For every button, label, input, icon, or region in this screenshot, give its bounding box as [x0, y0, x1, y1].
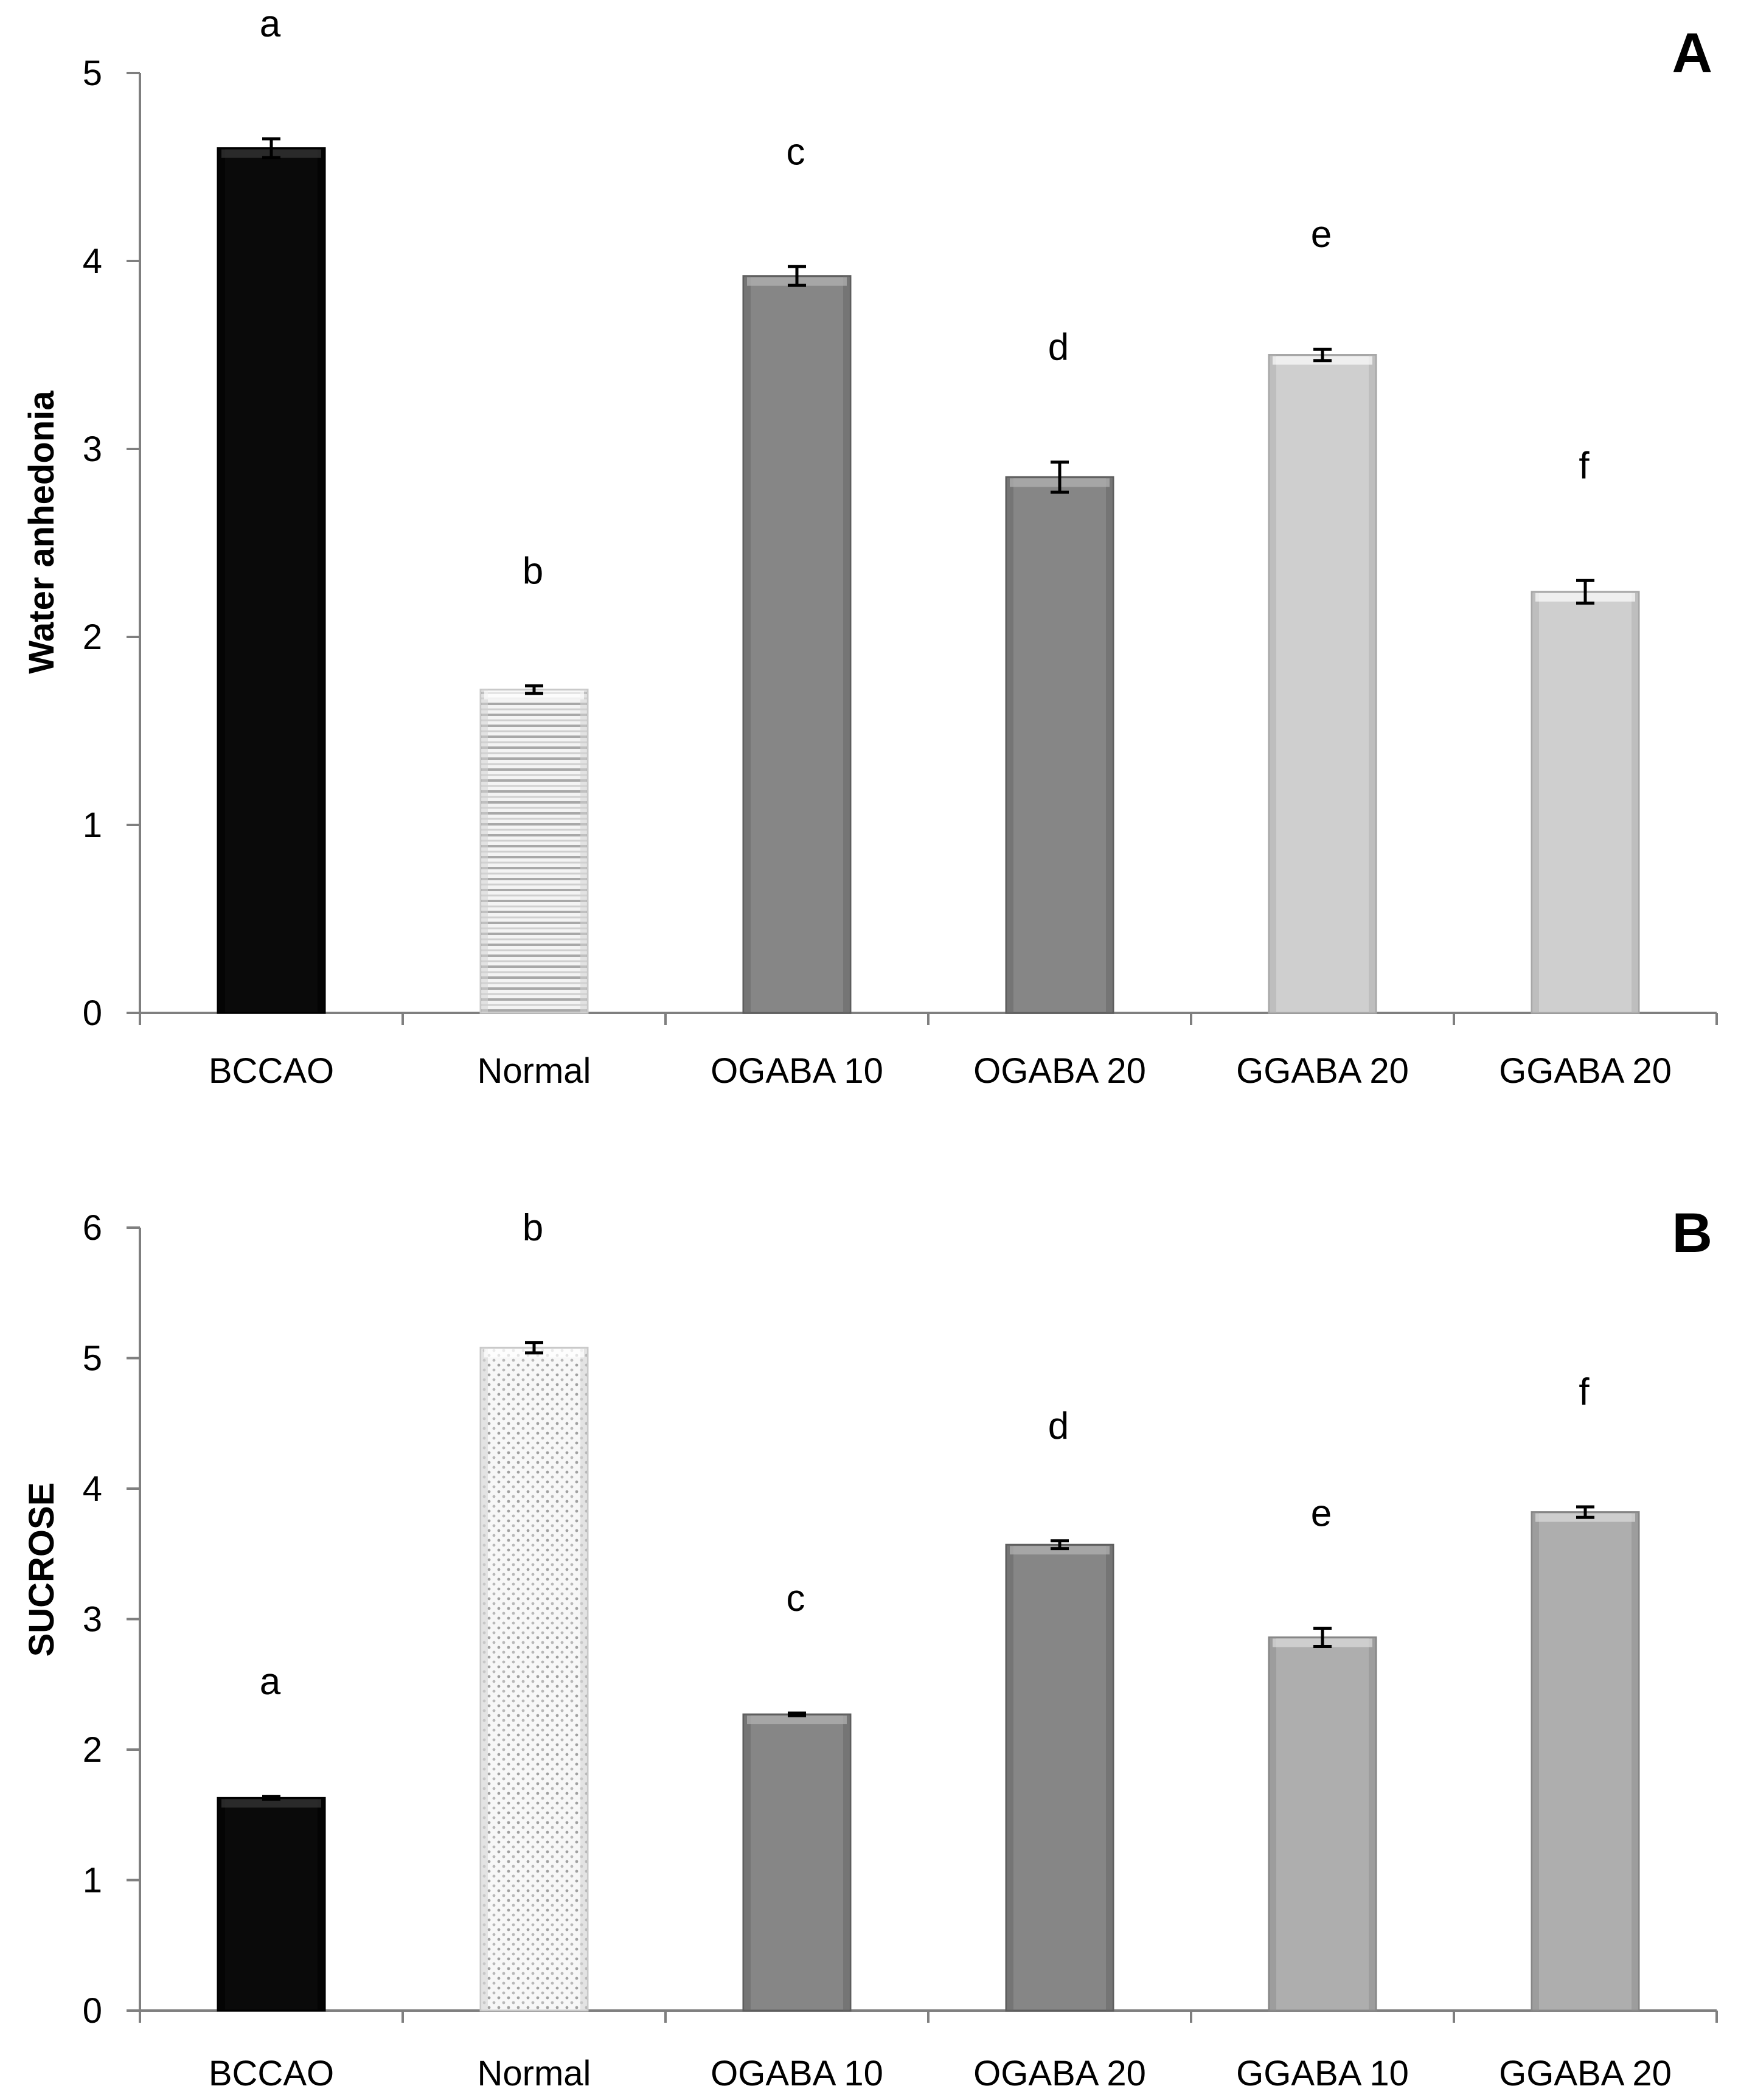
bar-bevel-left	[482, 1347, 488, 2011]
bar-bevel-right	[1632, 1512, 1638, 2011]
bar-b-6	[1531, 1511, 1640, 2012]
bar-bevel-right	[1369, 355, 1375, 1013]
significance-letter-a-2: b	[523, 550, 543, 592]
y-tick-label: 4	[83, 242, 102, 281]
bar-bevel-right	[843, 276, 849, 1013]
bar-a-1	[217, 147, 326, 1014]
panel-a-chart: A Water anhedonia 0 1 2 3 4 5 a BCCAO b Normal c OG…	[22, 3, 1718, 1091]
significance-letter-a-1: a	[260, 3, 281, 45]
panel-b-chart: B SUCROSE 0 1 2 3 4 5 6 a BCCAO b Normal c OGABA 10 d…	[22, 1202, 1718, 2093]
y-tick-label: 6	[83, 1208, 102, 1248]
bar-bevel-left	[219, 148, 225, 1013]
bar-bevel-top	[747, 1716, 847, 1725]
panel-b-letter: B	[1672, 1202, 1712, 1264]
bar-b-5	[1268, 1636, 1377, 2012]
significance-letter-b-4: d	[1048, 1405, 1069, 1447]
bar-bevel-right	[1106, 1545, 1112, 2011]
significance-letter-a-3: c	[787, 131, 805, 173]
y-tick-label: 5	[83, 54, 102, 93]
category-label-b-3: OGABA 10	[711, 2054, 883, 2093]
category-label-a-1: BCCAO	[209, 1051, 334, 1091]
bar-bevel-left	[219, 1798, 225, 2011]
bar-bevel-right	[1106, 477, 1112, 1013]
bar-a-3	[742, 275, 852, 1014]
bar-a-5	[1268, 354, 1377, 1014]
bar-bevel-left	[1533, 1512, 1539, 2011]
y-tick-label: 0	[83, 1991, 102, 2031]
panel-b-y-axis-title: SUCROSE	[22, 1483, 61, 1657]
bar-bevel-right	[318, 1798, 324, 2011]
bar-bevel-top	[221, 1799, 321, 1808]
bar-bevel-right	[580, 689, 586, 1013]
bar-a-6	[1531, 591, 1640, 1014]
bar-bevel-right	[843, 1714, 849, 2011]
bar-b-1	[217, 1796, 326, 2012]
y-tick-label: 0	[83, 993, 102, 1033]
panel-a-letter: A	[1672, 22, 1712, 84]
category-label-a-4: OGABA 20	[973, 1051, 1146, 1091]
category-label-b-4: OGABA 20	[973, 2054, 1146, 2093]
significance-letter-b-1: a	[260, 1661, 281, 1703]
category-label-a-3: OGABA 10	[711, 1051, 883, 1091]
bar-bevel-left	[1007, 1545, 1013, 2011]
bar-bevel-left	[745, 1714, 751, 2011]
category-label-a-6: GGABA 20	[1499, 1051, 1672, 1091]
category-label-b-6: GGABA 20	[1499, 2054, 1672, 2093]
y-tick-label: 1	[83, 1861, 102, 1900]
significance-letter-a-5: e	[1311, 214, 1332, 256]
significance-letter-a-6: f	[1579, 445, 1590, 487]
significance-letter-b-5: e	[1311, 1493, 1332, 1535]
significance-letter-b-2: b	[523, 1207, 543, 1249]
bar-bevel-top	[484, 690, 584, 700]
bar-bevel-left	[745, 276, 751, 1013]
y-tick-label: 3	[83, 429, 102, 469]
bar-bevel-right	[580, 1347, 586, 2011]
bar-bevel-top	[1010, 1546, 1110, 1555]
category-label-a-2: Normal	[478, 1051, 591, 1091]
bar-bevel-right	[1369, 1637, 1375, 2011]
bar-a-2	[479, 689, 589, 1014]
panel-a-y-axis-title: Water anhedonia	[22, 391, 61, 674]
y-tick-label: 4	[83, 1469, 102, 1509]
category-label-b-1: BCCAO	[209, 2054, 334, 2093]
bar-bevel-right	[1632, 591, 1638, 1013]
bar-bevel-left	[1007, 477, 1013, 1013]
category-label-a-5: GGABA 20	[1236, 1051, 1409, 1091]
bar-b-3	[742, 1713, 852, 2012]
bar-bevel-left	[1270, 1637, 1276, 2011]
y-tick-label: 5	[83, 1339, 102, 1379]
significance-letter-b-6: f	[1579, 1371, 1590, 1413]
category-label-b-5: GGABA 10	[1236, 2054, 1409, 2093]
significance-letter-a-4: d	[1048, 327, 1069, 369]
y-tick-label: 1	[83, 805, 102, 845]
y-tick-label: 2	[83, 617, 102, 657]
bar-b-4	[1005, 1543, 1114, 2012]
bar-bevel-right	[318, 148, 324, 1013]
bar-a-4	[1005, 476, 1114, 1014]
y-tick-label: 2	[83, 1730, 102, 1770]
significance-letter-b-3: c	[787, 1577, 805, 1619]
category-label-b-2: Normal	[478, 2054, 591, 2093]
bar-bevel-left	[1270, 355, 1276, 1013]
bar-bevel-left	[1533, 591, 1539, 1013]
bar-bevel-left	[482, 689, 488, 1013]
y-tick-label: 3	[83, 1600, 102, 1639]
bar-b-2	[479, 1346, 589, 2012]
